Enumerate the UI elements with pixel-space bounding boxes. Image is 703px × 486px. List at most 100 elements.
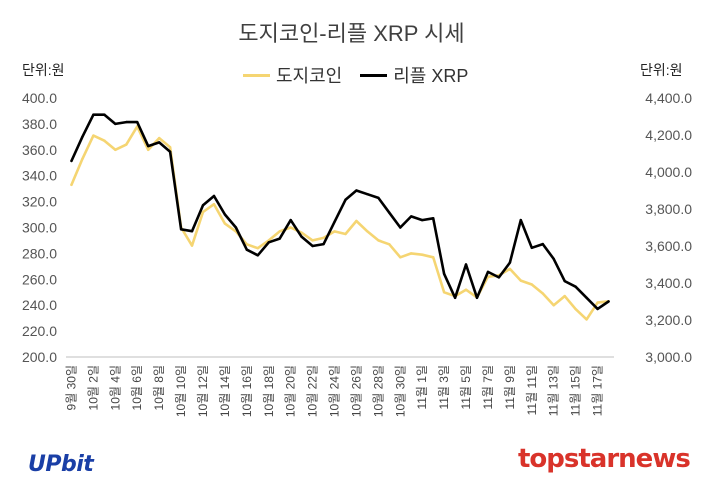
- xrp-point: [607, 300, 610, 303]
- xrp-point: [333, 220, 336, 224]
- xrp-point: [234, 226, 238, 229]
- x-tick-label: 11월 11일: [525, 365, 539, 415]
- xrp-point: [442, 272, 446, 275]
- legend-swatch-xrp: [360, 73, 388, 77]
- dogecoin-point: [552, 304, 555, 307]
- xrp-point: [585, 296, 588, 299]
- y-left-tick-label: 320.0: [22, 194, 57, 210]
- x-tick-label: 10월 20일: [284, 365, 298, 417]
- xrp-point: [432, 217, 435, 220]
- xrp-point: [300, 235, 303, 238]
- xrp-point: [596, 307, 599, 311]
- legend-item-dogecoin: 도지코인: [243, 62, 342, 88]
- dogecoin-point: [344, 232, 347, 236]
- y-left-tick-label: 400.0: [22, 90, 57, 106]
- xrp-point: [267, 241, 270, 244]
- x-tick-label: 10월 8일: [152, 365, 166, 410]
- xrp-point: [530, 246, 533, 249]
- xrp-point: [245, 248, 248, 251]
- dogecoin-point: [147, 148, 150, 151]
- xrp-point: [256, 254, 259, 257]
- dogecoin-point: [410, 252, 413, 255]
- x-tick-label: 10월 12일: [196, 365, 210, 417]
- dogecoin-point: [212, 203, 216, 206]
- dogecoin-point: [399, 256, 402, 259]
- x-tick-label: 10월 10일: [174, 365, 188, 417]
- dogecoin-point: [322, 236, 325, 240]
- dogecoin-point: [442, 291, 446, 294]
- xrp-point: [377, 196, 380, 200]
- dogecoin-point: [585, 318, 588, 321]
- dogecoin-point: [596, 301, 599, 304]
- x-tick-label: 10월 30일: [393, 365, 407, 417]
- y-right-tick-label: 3,400.0: [645, 275, 692, 291]
- xrp-point: [223, 213, 227, 216]
- topstarnews-logo: topstarnews: [518, 444, 691, 474]
- dogecoin-point: [355, 219, 358, 223]
- dogecoin-point: [366, 230, 369, 233]
- xrp-point: [289, 218, 292, 222]
- dogecoin-point: [574, 307, 577, 311]
- dogecoin-point: [377, 239, 380, 242]
- dogecoin-point: [70, 183, 73, 186]
- xrp-point: [212, 194, 216, 198]
- x-tick-label: 10월 2일: [86, 365, 100, 410]
- dogecoin-point: [256, 247, 259, 250]
- x-tick-label: 10월 26일: [349, 365, 363, 417]
- chart-title: 도지코인-리플 XRP 시세: [238, 21, 465, 46]
- x-tick-label: 10월 22일: [306, 365, 320, 417]
- y-left-tick-label: 360.0: [22, 142, 57, 158]
- right-axis-unit: 단위:원: [640, 62, 683, 78]
- dogecoin-point: [508, 267, 512, 271]
- dogecoin-point: [432, 256, 435, 259]
- x-tick-label: 11월 3일: [437, 365, 451, 410]
- dogecoin-point: [541, 292, 544, 295]
- xrp-point: [519, 218, 522, 222]
- dogecoin-point: [289, 226, 292, 229]
- x-tick-label: 10월 18일: [262, 365, 276, 417]
- xrp-point: [81, 135, 84, 138]
- xrp-point: [311, 244, 314, 248]
- xrp-point: [136, 120, 139, 124]
- x-tick-label: 10월 6일: [130, 365, 144, 410]
- xrp-point: [464, 263, 468, 266]
- y-right-tick-label: 4,400.0: [645, 90, 692, 106]
- y-left-tick-label: 380.0: [22, 116, 57, 132]
- x-tick-label: 9월 30일: [64, 365, 78, 410]
- legend-item-xrp: 리플 XRP: [360, 62, 468, 88]
- y-right-tick-label: 3,800.0: [645, 201, 692, 217]
- xrp-point: [475, 296, 479, 299]
- x-tick-label: 11월 15일: [569, 365, 583, 416]
- xrp-point: [190, 230, 194, 233]
- dogecoin-point: [563, 294, 566, 298]
- y-right-tick-label: 4,200.0: [645, 127, 692, 143]
- x-tick-label: 11월 9일: [503, 365, 517, 410]
- xrp-point: [147, 144, 150, 148]
- x-tick-label: 10월 28일: [371, 365, 385, 417]
- y-left-tick-label: 220.0: [22, 323, 57, 339]
- y-right-tick-label: 3,200.0: [645, 312, 692, 328]
- xrp-point: [453, 296, 457, 299]
- y-right-tick-label: 3,600.0: [645, 238, 692, 254]
- xrp-point: [179, 228, 183, 231]
- dogecoin-point: [300, 231, 303, 234]
- y-left-tick-label: 240.0: [22, 297, 57, 313]
- y-left-tick-label: 200.0: [22, 349, 57, 365]
- legend: 도지코인 리플 XRP: [243, 62, 486, 88]
- y-left-tick-label: 340.0: [22, 168, 57, 184]
- dogecoin-point: [114, 148, 117, 151]
- y-left-tick-label: 280.0: [22, 245, 57, 261]
- legend-label-xrp: 리플 XRP: [393, 66, 469, 86]
- xrp-point: [201, 204, 205, 207]
- dogecoin-point: [421, 253, 424, 256]
- dogecoin-point: [333, 230, 336, 233]
- upbit-logo: UPbit: [28, 452, 94, 477]
- dogecoin-point: [201, 210, 205, 214]
- xrp-point: [497, 276, 501, 279]
- dogecoin-point: [464, 288, 468, 291]
- xrp-point: [366, 193, 369, 196]
- dogecoin-point: [388, 243, 391, 246]
- xrp-point: [399, 226, 402, 229]
